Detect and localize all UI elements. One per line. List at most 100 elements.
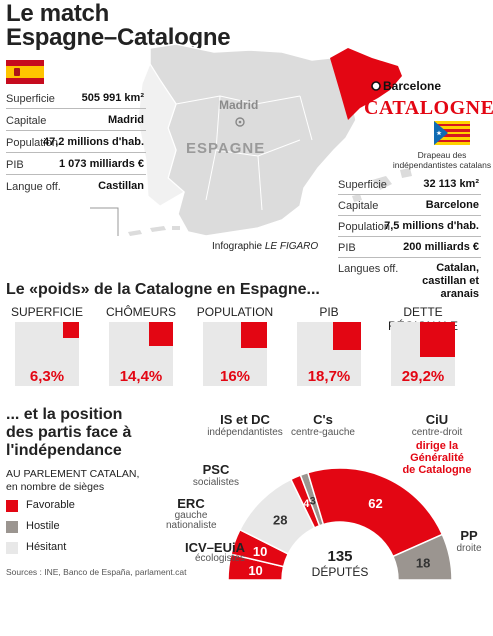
parties-title-line-2: des partis face à	[6, 424, 132, 441]
legend-swatch-hostile	[6, 521, 18, 533]
parties-title: ... et la position des partis face à l'i…	[6, 406, 131, 460]
total-seats: 135 DÉPUTÉS	[300, 548, 380, 579]
catalonia-row-label: Population	[338, 221, 390, 233]
canary-inset-lines	[90, 207, 119, 236]
party-name: C's	[313, 412, 333, 427]
tile-value: 29,2%	[401, 368, 445, 385]
legend-label-hostile: Hostile	[26, 520, 60, 532]
total-seats-value: 135	[327, 548, 353, 565]
spain-row: Langue off. Castillan	[6, 178, 146, 196]
balearic-islands-shape	[352, 168, 412, 202]
party-label-ciu: CiU centre-droit dirige la Généralité de…	[392, 412, 482, 476]
spain-row-label: Superficie	[6, 93, 55, 105]
party-name: ICV–EUiA	[185, 540, 245, 555]
spain-row: PIB 1 073 milliards €	[6, 156, 146, 175]
tile-fill-bar	[62, 322, 79, 339]
ciu-note-line-1: dirige la Généralité	[410, 440, 464, 464]
tile-label: POPULATION	[196, 305, 274, 319]
catalonia-row-label: Langues off.	[338, 263, 399, 275]
legend-swatch-favorable	[6, 500, 18, 512]
spain-row-label: Capitale	[6, 115, 47, 127]
credit-prefix: Infographie	[212, 241, 265, 252]
tile-value: 6,3%	[29, 368, 65, 385]
tile-box	[109, 322, 173, 386]
legend-swatch-hesitant	[6, 542, 18, 554]
catalonia-row: Superficie 32 113 km²	[338, 176, 481, 195]
credit-brand: LE FIGARO	[264, 241, 319, 252]
party-label-pp: PP droite	[452, 528, 486, 554]
tile-fill-bar	[333, 322, 361, 350]
page-title: Le match Espagne–Catalogne	[6, 0, 231, 51]
spain-row: Population 47,2 millions d'hab.	[6, 134, 146, 153]
tile-box	[391, 322, 455, 386]
parties-title-line-1: ... et la position	[6, 406, 123, 423]
hemicycle-seat-label: 28	[273, 513, 287, 528]
barcelone-label: Barcelone	[383, 79, 442, 93]
legend-label-hesitant: Hésitant	[26, 541, 67, 553]
catalonia-row: PIB 200 milliards €	[338, 239, 481, 258]
catalonia-row-label: Capitale	[338, 200, 379, 212]
parliament-subtitle-line-1: AU PARLEMENT CATALAN,	[6, 468, 140, 480]
parties-title-line-3: l'indépendance	[6, 442, 122, 459]
tile-label: CHÔMEURS	[105, 305, 176, 319]
parliament-subtitle: AU PARLEMENT CATALAN, en nombre de siège…	[6, 468, 139, 494]
tile-fill-bar	[420, 322, 455, 357]
madrid-marker	[235, 117, 245, 127]
party-desc: indépendantistes	[207, 427, 283, 438]
catalonia-row-label: PIB	[338, 242, 356, 254]
party-label-is-dc: IS et DC indépendantistes	[200, 412, 290, 438]
spain-row: Superficie 505 991 km²	[6, 90, 146, 109]
tile-value: 16%	[219, 368, 251, 385]
party-desc: gauche nationaliste	[166, 510, 217, 531]
spain-row-value: Castillan	[98, 180, 144, 192]
catalogne-label: CATALOGNE	[364, 97, 493, 119]
tile-fill-bar	[148, 322, 173, 347]
tile-fill-bar	[241, 322, 267, 348]
spain-row-value: 1 073 milliards €	[59, 158, 144, 170]
catalonia-row-label: Superficie	[338, 179, 387, 191]
party-name: ERC	[177, 496, 205, 511]
espagne-label: ESPAGNE	[186, 140, 266, 157]
title-line-1: Le match	[6, 0, 109, 27]
party-name: PP	[460, 528, 478, 543]
tile-label: PIB	[319, 305, 339, 319]
catalonia-row: Capitale Barcelone	[338, 197, 481, 216]
spain-row-value: 505 991 km²	[81, 92, 144, 104]
spain-map	[90, 43, 412, 237]
party-name: CiU	[425, 412, 449, 427]
weights-title: Le «poids» de la Catalogne en Espagne...	[6, 281, 320, 298]
tile-value: 14,4%	[119, 368, 163, 385]
tile-value: 18,7%	[307, 368, 351, 385]
catalonia-row: Population 7,5 millions d'hab.	[338, 218, 481, 237]
catalonia-shape	[330, 48, 402, 120]
tile-label: SUPERFICIE	[10, 305, 83, 319]
hemicycle-seat-label: 10	[253, 544, 267, 559]
madrid-label: Madrid	[219, 98, 259, 112]
title-line-2: Espagne–Catalogne	[6, 24, 231, 51]
hemicycle-seat-label: 10	[248, 563, 262, 578]
party-name: PSC	[202, 462, 230, 477]
party-desc: écologistes	[194, 553, 245, 564]
party-desc: centre-droit	[411, 427, 463, 438]
catalonia-row-value: 7,5 millions d'hab.	[384, 220, 479, 232]
tile-box	[297, 322, 361, 386]
hemicycle-seat-label: 62	[368, 496, 382, 511]
spain-row-label: PIB	[6, 159, 24, 171]
barcelona-marker	[371, 81, 381, 91]
party-label-psc: PSC socialistes	[191, 462, 241, 488]
hemicycle-slice	[306, 467, 444, 558]
party-label-icv: ICV–EUiA écologistes	[150, 540, 245, 564]
total-seats-label: DÉPUTÉS	[311, 565, 369, 579]
party-desc: socialistes	[192, 477, 240, 488]
spain-row-label: Population	[6, 137, 58, 149]
catalonia-row-value: Barcelone	[425, 199, 479, 211]
spain-row-label: Langue off.	[6, 181, 61, 193]
spain-row-value: Madrid	[107, 114, 144, 126]
tile-box	[203, 322, 267, 386]
hemicycle-seat-label: 3	[310, 495, 316, 507]
party-label-cs: C's centre-gauche	[288, 412, 358, 438]
canary-islands-shape	[128, 226, 180, 236]
catalonia-row: Langues off. Catalan, castillan et aranai…	[338, 260, 481, 300]
party-name: IS et DC	[220, 412, 270, 427]
